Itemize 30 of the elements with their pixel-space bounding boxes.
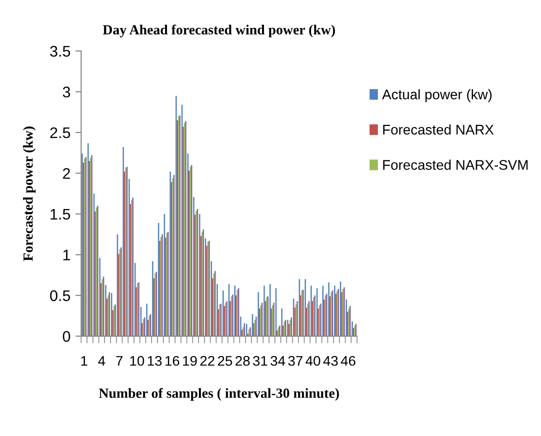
- x-tick-label: 43: [323, 356, 338, 366]
- x-tick-label: 34: [270, 356, 286, 366]
- x-tick-label: 28: [236, 356, 250, 366]
- x-axis-title: Number of samples ( interval-30 minute): [98, 388, 339, 401]
- y-axis-title: Forecasted power (kw): [23, 126, 36, 261]
- chart-title: Day Ahead forecasted wind power (kw): [102, 24, 335, 38]
- x-tick-label: 40: [306, 356, 320, 366]
- y-tick-label: 2.5: [50, 127, 70, 138]
- x-tick-label: 37: [288, 356, 302, 366]
- x-tick-label: 19: [183, 356, 197, 366]
- legend-label: Forecasted NARX: [383, 124, 494, 135]
- x-tick-label: 22: [200, 356, 214, 366]
- x-tick-label: 7: [116, 356, 122, 366]
- x-tick-label: 1: [81, 356, 88, 366]
- x-tick-label: 10: [130, 356, 144, 366]
- x-tick-label: 25: [218, 356, 232, 366]
- y-tick-label: 2: [63, 168, 70, 179]
- x-tick-label: 13: [148, 356, 162, 366]
- legend-label: Actual power (kw): [382, 89, 492, 102]
- y-tick-label: 0.5: [50, 290, 70, 302]
- x-tick-label: 16: [165, 356, 180, 366]
- y-tick-label: 0: [62, 331, 70, 342]
- y-tick-label: 3: [62, 86, 70, 98]
- legend-label: Forecasted NARX-SVM: [383, 160, 528, 170]
- y-tick-label: 3.5: [50, 46, 70, 57]
- y-tick-label: 1.5: [50, 208, 70, 220]
- x-tick-label: 31: [253, 356, 268, 366]
- y-tick-label: 1: [63, 250, 70, 260]
- x-tick-label: 4: [98, 356, 106, 366]
- x-tick-label: 46: [340, 356, 356, 366]
